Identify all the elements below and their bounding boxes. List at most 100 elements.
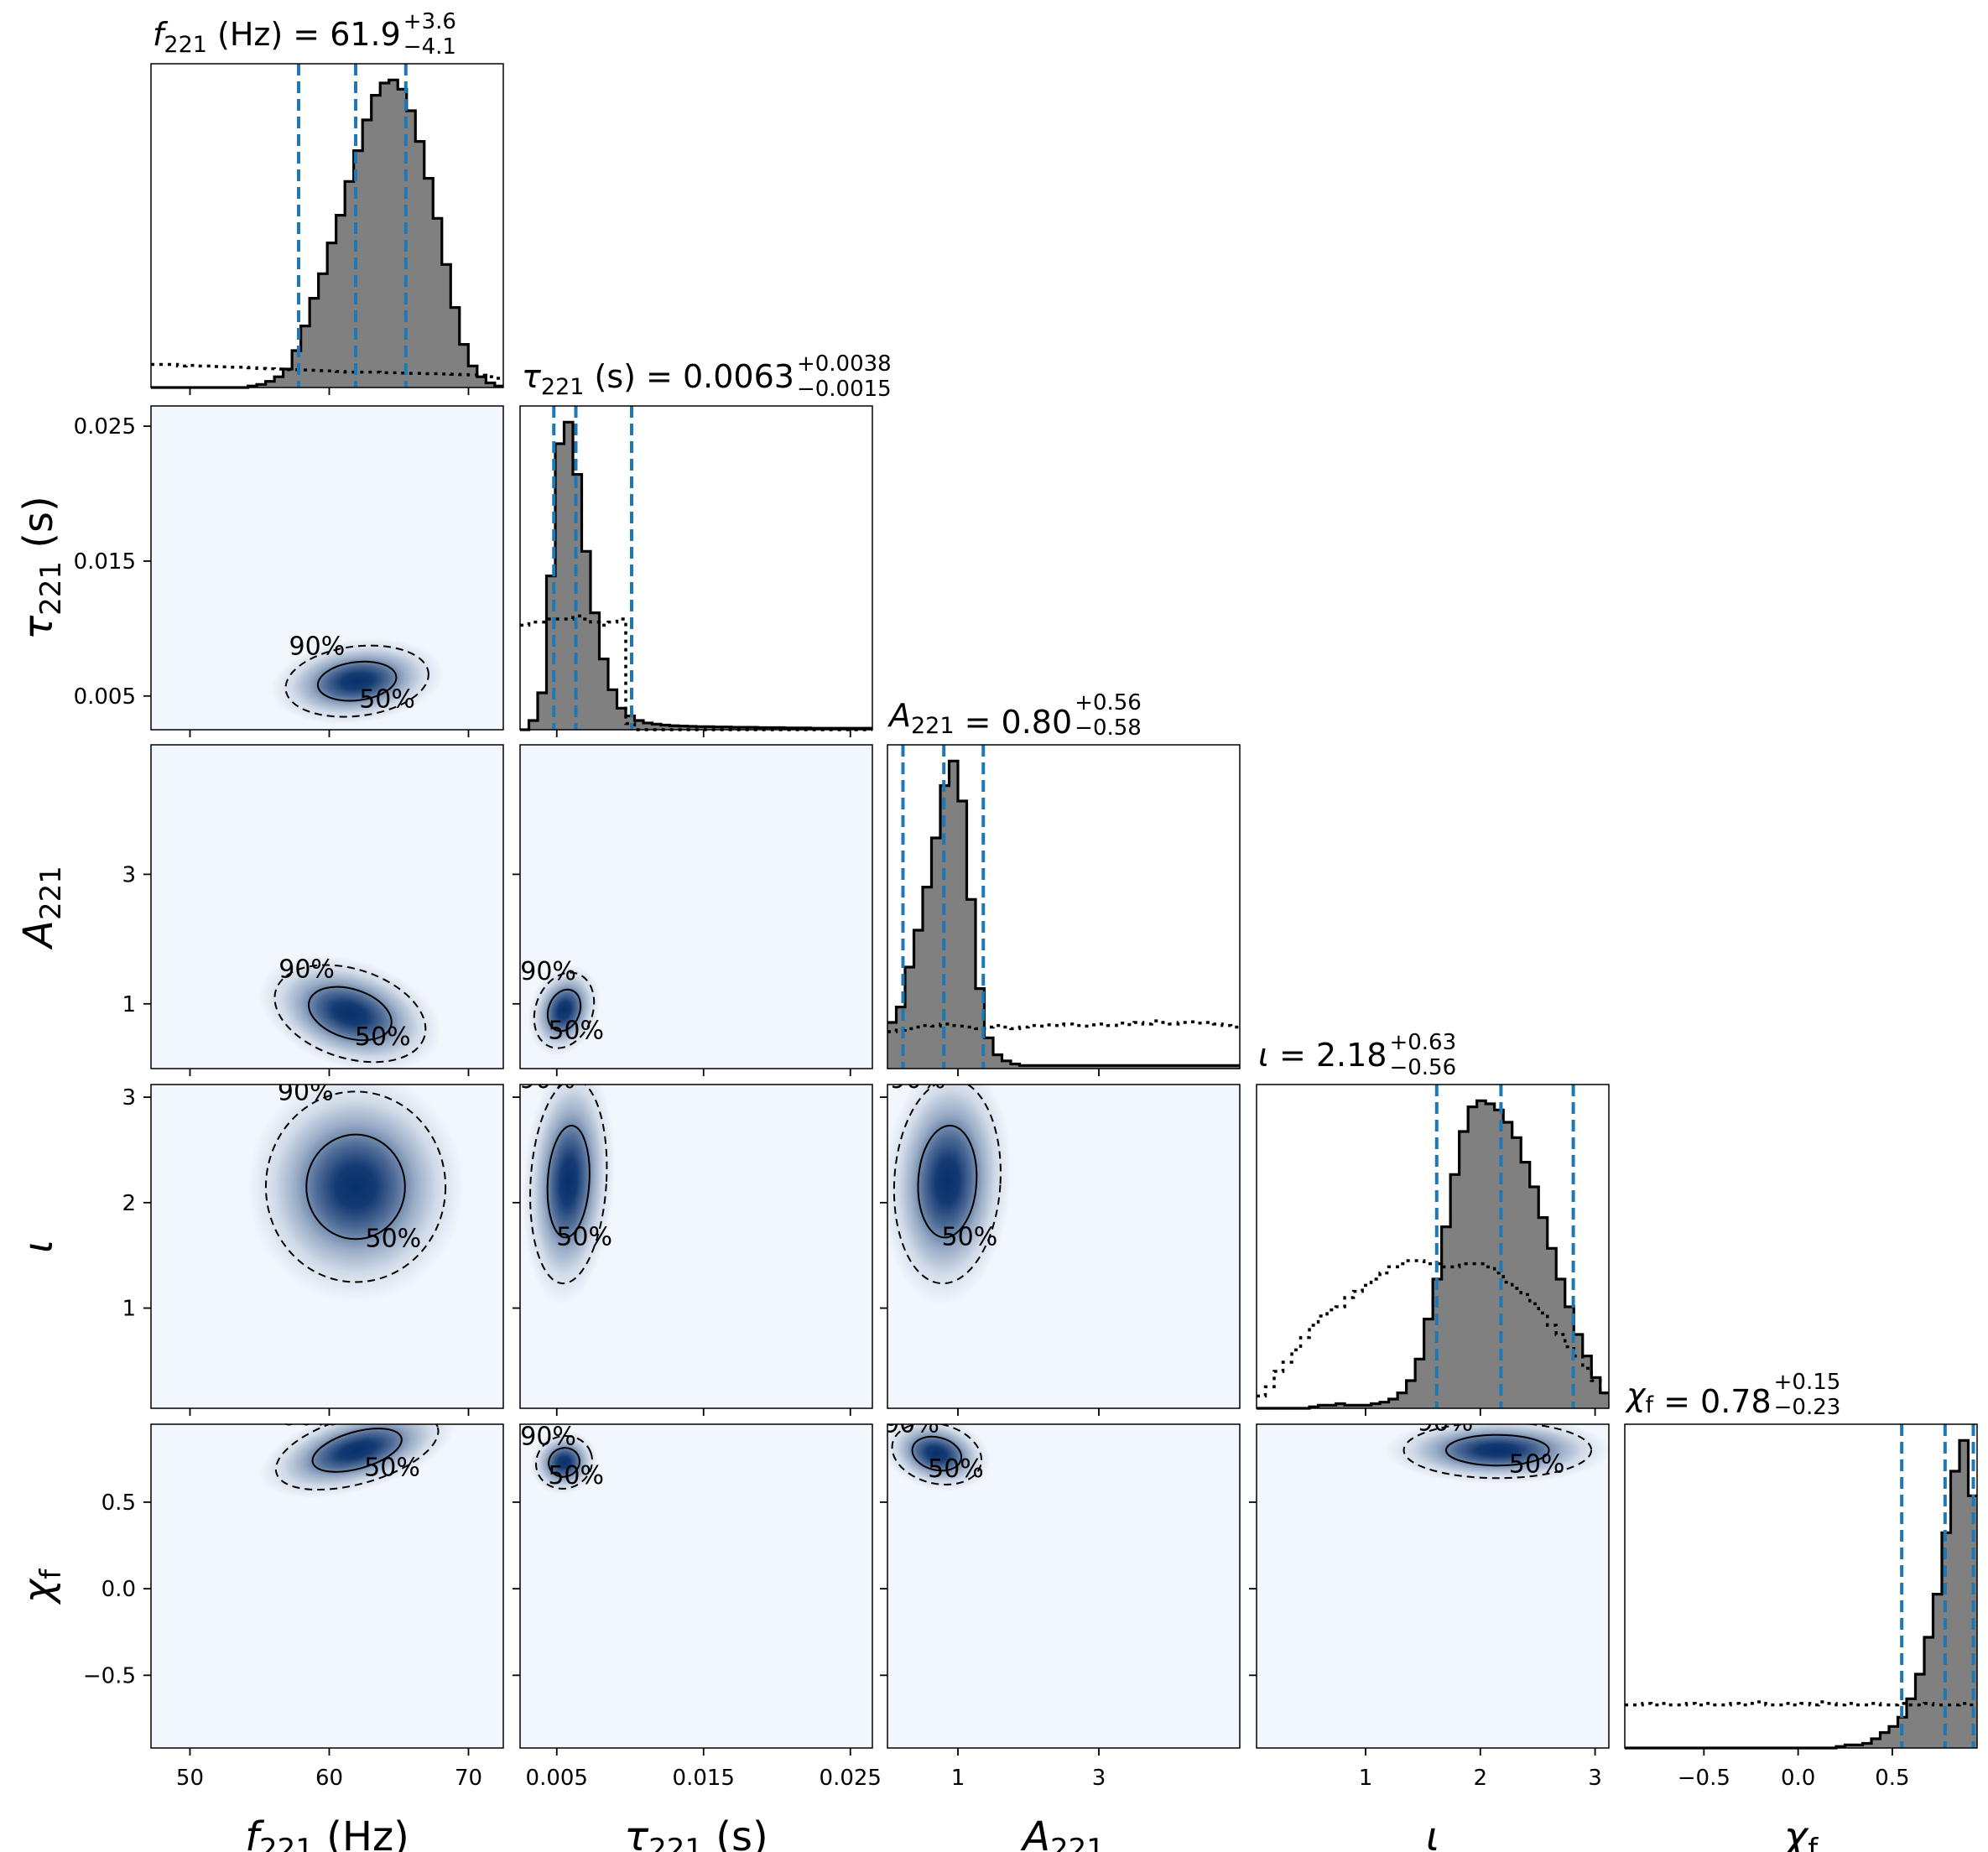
prior-histogram (1625, 1700, 1977, 1707)
posterior-histogram-fill (1625, 1440, 1977, 1748)
posterior-histogram-outline (1257, 1099, 1610, 1410)
y-axis-label-chif: χf (15, 1568, 68, 1605)
density-frame (519, 1084, 873, 1409)
title-equals: = (283, 16, 330, 53)
density-blob (258, 1424, 455, 1498)
y-axis-label-tau221: τ221 (s) (15, 496, 68, 640)
density-frame (150, 1084, 504, 1409)
density-content: 50% 90% (258, 1402, 455, 1498)
x-tick-label-chif: −0.5 (1678, 1766, 1730, 1791)
contour-label-50: 50% (928, 1454, 984, 1484)
density-blob (522, 1085, 615, 1305)
histogram-title-A221: A221 = 0.80 (887, 697, 1072, 741)
contour-90 (534, 1434, 594, 1490)
contour-label-50: 50% (366, 1224, 422, 1253)
axis-subscript: f (1808, 1833, 1819, 1852)
density-content: 50%90% (520, 1424, 604, 1495)
histogram-frame (519, 405, 873, 731)
density-frame (150, 1423, 504, 1749)
title-subscript: 221 (541, 374, 585, 400)
density-blob (887, 1085, 1012, 1305)
contour-label-90: 90% (278, 1077, 334, 1106)
posterior-histogram-fill (1257, 1100, 1610, 1408)
title-minus-error: −0.58 (1075, 715, 1142, 741)
histogram-title-tau221: τ221 (s) = 0.0063 (522, 358, 794, 400)
contour-label-90: 90% (1418, 1408, 1474, 1438)
title-plus-error: +0.56 (1075, 690, 1142, 715)
axis-subscript: 221 (34, 561, 68, 616)
axis-unit: (s) (15, 496, 62, 561)
prior-histogram (887, 1019, 1240, 1033)
density-content: 50% 90% (247, 1077, 465, 1303)
contour-label-90: 90% (890, 1065, 946, 1095)
title-value: 0.0063 (683, 358, 794, 395)
histogram-panel-iota: ι = 2.18 (1256, 1037, 1610, 1410)
contour-50 (546, 988, 582, 1033)
density-blob (887, 1424, 991, 1491)
contour-label-50: 50% (556, 1223, 612, 1252)
density-panel-tau221-A221: 50% 90% (519, 744, 873, 1069)
title-equals: = (1653, 1383, 1700, 1420)
histogram-panel-f221: f221 (Hz) = 61.9 (150, 16, 504, 389)
posterior-histogram-fill (151, 80, 504, 388)
contour-90 (264, 1090, 447, 1283)
y-tick-label-tau221: 0.015 (74, 549, 136, 575)
title-equals: = (955, 704, 1002, 741)
posterior-histogram-outline (887, 759, 1240, 1067)
density-panel-tau221-chif: 50%90% (519, 1423, 873, 1749)
contour-label-50: 50% (364, 1453, 420, 1482)
x-axis-label-chif: χf (1782, 1813, 1819, 1852)
title-minus-error: −0.0015 (797, 377, 892, 402)
y-axis-label-A221: A221 (15, 866, 68, 950)
axis-subscript: 221 (259, 1833, 314, 1852)
x-axis-label-iota: ι (1426, 1813, 1439, 1852)
contour-label-90: 90% (289, 632, 346, 662)
y-tick-label-A221: 3 (122, 862, 136, 887)
title-plus-error: +0.63 (1389, 1030, 1456, 1055)
density-frame (519, 1423, 873, 1749)
y-tick-label-tau221: 0.005 (74, 684, 136, 710)
axis-symbol: χ (15, 1578, 62, 1605)
x-tick-label-f221: 60 (315, 1766, 343, 1791)
y-tick-label-chif: −0.5 (83, 1663, 136, 1688)
title-subscript: 221 (164, 32, 207, 58)
histogram-frame (150, 63, 504, 388)
y-tick-label-iota: 1 (122, 1297, 136, 1322)
contour-50 (316, 660, 398, 702)
contour-label-90: 90% (283, 1402, 339, 1432)
histogram-title-f221: f221 (Hz) = 61.9 (153, 16, 401, 58)
x-tick-label-f221: 70 (455, 1766, 482, 1791)
axis-symbol: ι (1426, 1813, 1439, 1852)
density-blob (258, 955, 442, 1069)
title-plus-error: +3.6 (403, 9, 456, 34)
density-panel-f221-A221: 50% 90% (150, 744, 504, 1069)
x-tick-label-chif: 0.0 (1781, 1766, 1815, 1791)
axis-unit: (s) (703, 1813, 768, 1852)
density-frame (519, 744, 873, 1069)
axis-subscript: 221 (34, 866, 68, 920)
contour-label-50: 50% (548, 1461, 604, 1490)
contour-label-90: 90% (520, 957, 576, 986)
contour-90 (529, 1085, 608, 1285)
axis-symbol: A (15, 920, 62, 950)
axis-symbol: χ (1782, 1813, 1809, 1852)
y-tick-label-chif: 0.0 (101, 1577, 136, 1602)
title-value: 0.80 (1002, 704, 1073, 741)
density-blob (529, 1430, 599, 1495)
density-frame (150, 744, 504, 1069)
axis-subscript: f (34, 1568, 68, 1579)
contour-90 (533, 971, 596, 1049)
title-minus-error: −0.56 (1389, 1055, 1456, 1080)
contour-90 (1403, 1424, 1593, 1480)
density-content: 50%90% (270, 632, 444, 725)
title-subscript: f (1646, 1392, 1655, 1418)
axis-symbol: ι (15, 1240, 62, 1253)
axis-symbol: τ (15, 615, 62, 640)
contour-90 (274, 1424, 440, 1491)
x-axis-label-tau221: τ221 (s) (624, 1813, 768, 1852)
title-value: 0.78 (1700, 1383, 1772, 1420)
y-tick-label-iota: 2 (122, 1191, 136, 1216)
title-unit: (Hz) (207, 16, 283, 53)
contour-label-90: 90% (519, 1065, 575, 1095)
